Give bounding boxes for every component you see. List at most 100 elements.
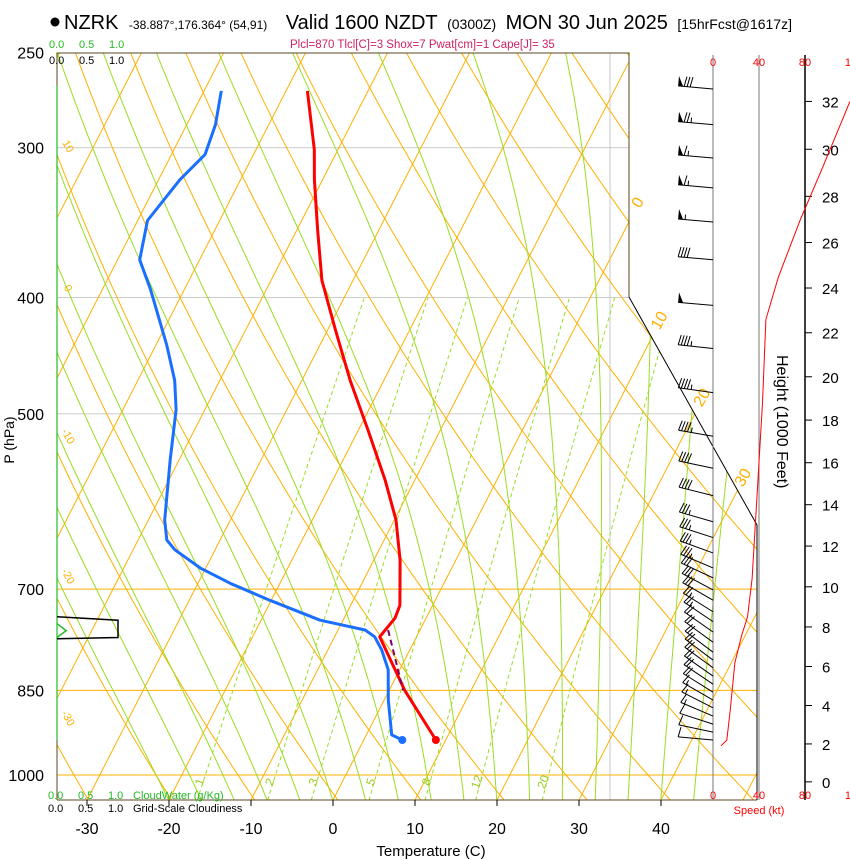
dry-adiabat-line <box>67 53 505 800</box>
barb-shaft <box>678 344 714 349</box>
barb-flag <box>683 76 688 87</box>
pressure-tick-label: 850 <box>17 683 44 700</box>
barb-flag <box>677 727 682 738</box>
dry-adiabat-line <box>57 53 422 800</box>
barb-flag <box>684 452 690 463</box>
moist-adiabat-line <box>155 53 432 800</box>
dry-adiabat-line <box>285 53 757 800</box>
wind-barb <box>678 209 714 223</box>
background-grid <box>57 53 757 800</box>
pressure-tick-label: 700 <box>17 582 44 599</box>
cloud-scale-label: 0.5 <box>79 55 94 67</box>
isotherm-line <box>660 53 757 800</box>
barb-half-flag <box>689 539 692 545</box>
wind-barb <box>678 715 714 733</box>
surface-temperature-dot <box>431 735 440 744</box>
barb-shaft <box>678 460 714 469</box>
dry-adiabat-line <box>448 53 757 800</box>
isotherm-line <box>250 53 635 800</box>
stability-indices: Plcl=870 Tlcl[C]=3 Shox=7 Pwat[cm]=1 Cap… <box>290 39 555 51</box>
mixing-ratio-line <box>541 297 675 800</box>
mixing-ratio-label: 2 <box>262 776 278 787</box>
wind-barb <box>678 75 714 90</box>
mixing-ratio-line <box>267 297 429 800</box>
moist-adiabat-line <box>57 53 170 800</box>
pressure-tick-label: 250 <box>17 46 44 63</box>
barb-flag <box>683 648 693 657</box>
speed-tick-label: 0 <box>710 57 716 69</box>
barb-shaft <box>684 621 714 643</box>
forecast-info: [15hrFcst@1617z] <box>677 16 792 32</box>
barb-flag <box>678 420 683 431</box>
barb-flag <box>683 594 692 603</box>
isotherm-line <box>168 53 553 800</box>
barb-shaft <box>679 526 714 539</box>
speed-tick-label: 80 <box>799 790 811 802</box>
barb-shaft <box>682 682 714 701</box>
barb-shaft <box>684 655 714 677</box>
barb-shaft <box>682 582 714 601</box>
barb-shaft <box>683 601 714 623</box>
mixing-ratio-line <box>475 297 616 800</box>
moist-adiabat-line <box>57 53 301 800</box>
barb-pennant <box>678 111 684 123</box>
barb-shaft <box>678 486 714 497</box>
profiles <box>138 90 850 747</box>
wind-barb <box>678 502 714 523</box>
wind-barb <box>677 727 714 741</box>
barb-shaft <box>678 736 714 741</box>
barb-flag <box>686 557 694 566</box>
wind-barb <box>680 693 714 717</box>
height-tick-label: 14 <box>822 498 839 515</box>
barb-shaft <box>678 85 714 90</box>
isotherm-line <box>86 53 471 800</box>
barb-flag <box>687 479 693 490</box>
isotherm-label: 10 <box>648 309 672 333</box>
speed-tick-label: 80 <box>799 57 811 69</box>
wind-barbs <box>677 75 714 741</box>
barb-flag <box>681 503 688 514</box>
barb-shaft <box>678 218 714 223</box>
dry-adiabat-line <box>57 53 339 800</box>
dry-adiabat-line <box>57 53 173 800</box>
barb-pennant <box>678 174 684 186</box>
dry-adiabat-label: 0 <box>61 283 74 294</box>
dry-adiabat-label: -20 <box>58 567 76 587</box>
barb-flag <box>683 604 693 613</box>
wind-barb <box>678 174 714 189</box>
barb-flag <box>686 596 695 605</box>
height-tick-label: 2 <box>822 737 830 754</box>
barb-flag <box>689 77 694 88</box>
barb-shaft <box>681 562 714 579</box>
mixing-ratio-label: 3 <box>306 776 322 787</box>
barb-flag <box>684 479 690 489</box>
barb-flag <box>684 631 693 640</box>
barb-half-flag <box>690 384 693 390</box>
cloud-scale-label: 1.0 <box>108 803 123 815</box>
barb-flag <box>683 546 690 556</box>
pressure-tick-label: 400 <box>17 291 44 308</box>
cloud-scale-label: 1.0 <box>108 790 123 802</box>
speed-tick-label: 12 <box>845 790 850 802</box>
mixing-ratio-line <box>368 297 520 800</box>
wind-barb <box>682 574 714 601</box>
plot-frame-diagonal <box>628 296 758 800</box>
barb-half-flag <box>685 679 690 685</box>
mixing-ratio-label: 5 <box>363 776 379 787</box>
barb-flag <box>686 641 695 650</box>
isotherm-line <box>57 53 143 800</box>
moist-adiabat-line <box>565 53 602 800</box>
barb-flag <box>684 614 693 622</box>
pressure-tick-label: 500 <box>17 407 44 424</box>
barb-shaft <box>679 540 714 554</box>
barb-flag <box>677 377 683 388</box>
barb-pennant <box>678 292 684 303</box>
moist-adiabat-line <box>57 53 367 800</box>
speed-axis-title: Speed (kt) <box>734 805 785 817</box>
height-tick-label: 6 <box>822 659 830 676</box>
barb-flag <box>684 576 693 585</box>
wind-barb <box>684 614 714 643</box>
cloud-scale-label: 0.0 <box>49 55 64 67</box>
wind-barb <box>679 532 714 554</box>
